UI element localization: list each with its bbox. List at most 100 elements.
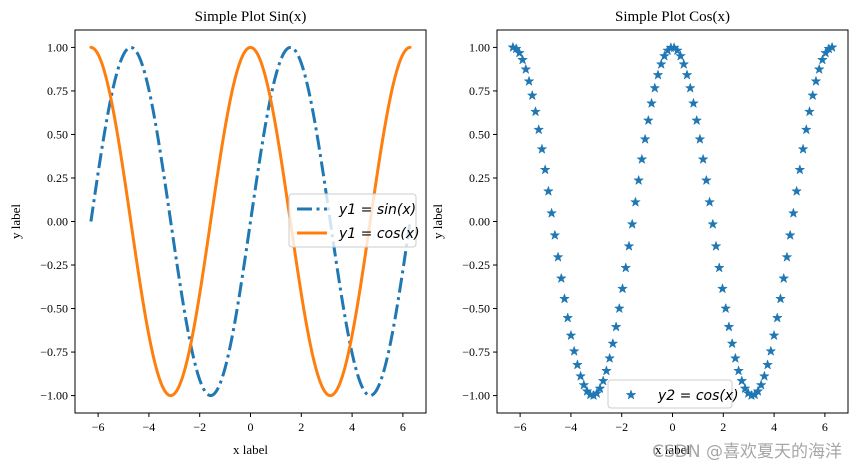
data-point-star <box>671 44 683 56</box>
x-axis-label: x label <box>655 442 690 457</box>
x-tick-label: 2 <box>298 420 304 434</box>
data-point-star <box>733 365 745 376</box>
data-point-star <box>639 133 651 144</box>
x-tick-label: −2 <box>615 420 628 434</box>
data-point-star <box>629 196 641 207</box>
data-point-star <box>533 123 545 135</box>
y-tick-label: 0.75 <box>47 84 68 98</box>
data-point-star <box>642 114 654 126</box>
data-point-star <box>517 54 529 65</box>
data-point-star <box>575 370 587 381</box>
y-tick-label: 0.50 <box>469 127 490 141</box>
data-point-star <box>813 63 825 75</box>
data-point-star <box>729 352 741 363</box>
data-point-star <box>646 97 658 109</box>
data-point-star <box>720 302 732 314</box>
y-tick-label: 1.00 <box>469 40 490 54</box>
data-point-star <box>804 105 815 117</box>
data-point-star <box>794 164 806 175</box>
y-tick-label: −0.75 <box>462 345 490 359</box>
x-tick-label: −6 <box>514 420 527 434</box>
y-axis-label: y label <box>430 204 445 239</box>
axes-frame <box>496 29 849 414</box>
data-point-star <box>607 337 619 349</box>
data-point-star <box>765 345 777 356</box>
y-tick-label: 0.50 <box>47 127 68 141</box>
x-tick-label: −2 <box>193 420 206 434</box>
series-sin-line <box>89 45 412 398</box>
data-point-star <box>771 312 783 323</box>
data-point-star <box>623 240 635 251</box>
data-point-star <box>723 321 735 332</box>
data-point-star <box>565 329 577 341</box>
data-point-star <box>578 379 590 390</box>
data-point-star <box>675 50 687 61</box>
y-tick-label: −0.75 <box>40 345 68 359</box>
data-point-star <box>736 375 748 386</box>
data-point-star <box>704 196 716 207</box>
chart-panel-2: Simple Plot Cos(x) −6 −4 −2 0 2 4 6 −1.00 −0.75 −0… <box>430 9 849 457</box>
x-tick-label: −6 <box>92 420 105 434</box>
data-point-star <box>768 329 780 341</box>
data-point-star <box>687 97 699 109</box>
data-point-star <box>513 47 525 58</box>
data-point-star <box>681 69 693 80</box>
data-point-star <box>726 337 738 349</box>
x-tick-label: 0 <box>248 420 254 434</box>
data-point-star <box>636 153 648 165</box>
y-axis-label: y label <box>8 204 23 239</box>
y-tick-label: 0.25 <box>469 171 490 185</box>
legend-label: y1 = sin(x) <box>338 202 416 218</box>
data-point-star <box>755 379 767 390</box>
data-point-star <box>775 293 786 304</box>
data-point-star <box>613 302 625 314</box>
x-tick-label: 0 <box>670 420 676 434</box>
data-point-star <box>739 382 751 394</box>
data-point-star <box>752 385 764 396</box>
data-point-star <box>546 207 558 218</box>
series-cos-line <box>89 45 412 398</box>
data-point-star <box>571 359 583 370</box>
data-point-star <box>710 240 722 251</box>
data-point-star <box>552 251 564 262</box>
data-point-star <box>655 58 667 69</box>
data-point-star <box>678 58 690 69</box>
y-tick-label: 0.00 <box>469 215 490 229</box>
legend-box <box>607 379 733 409</box>
y-tick-label: 0.75 <box>469 84 490 98</box>
data-point-star <box>816 54 828 65</box>
data-point-star <box>694 133 706 144</box>
data-point-star <box>610 321 622 332</box>
data-point-star <box>604 352 616 363</box>
data-point-star <box>707 218 719 229</box>
data-point-star <box>530 105 541 117</box>
x-axis-label: x label <box>233 442 268 457</box>
x-tick-label: 4 <box>349 420 355 434</box>
data-point-star <box>626 218 638 229</box>
data-point-star <box>549 229 561 240</box>
data-point-star <box>633 174 645 186</box>
data-point-star <box>781 251 793 262</box>
data-point-star <box>597 375 609 386</box>
data-point-star <box>713 262 725 273</box>
data-point-star <box>716 282 728 294</box>
y-tick-label: −0.25 <box>462 258 490 272</box>
y-tick-label: 0.25 <box>47 171 68 185</box>
x-tick-label: −4 <box>143 420 156 434</box>
data-point-star <box>784 229 796 240</box>
data-point-star <box>807 89 819 101</box>
legend-label: y2 = cos(x) <box>657 388 739 404</box>
watermark-text: CSDN @喜欢夏天的海洋 <box>652 442 842 462</box>
data-point-star <box>555 272 567 284</box>
legend-handle-star <box>625 389 637 400</box>
chart-panel-1: Simple Plot Sin(x) −6 −4 −2 0 2 4 6 −1.00 −0.75 −0… <box>8 9 427 457</box>
data-point-star <box>520 63 532 75</box>
data-point-star <box>810 75 822 86</box>
data-point-star <box>562 312 574 323</box>
y-tick-label: −1.00 <box>462 389 490 403</box>
chart-title: Simple Plot Cos(x) <box>615 9 730 25</box>
data-point-star <box>510 43 522 54</box>
data-point-star <box>691 114 703 126</box>
x-tick-label: 6 <box>400 420 406 434</box>
